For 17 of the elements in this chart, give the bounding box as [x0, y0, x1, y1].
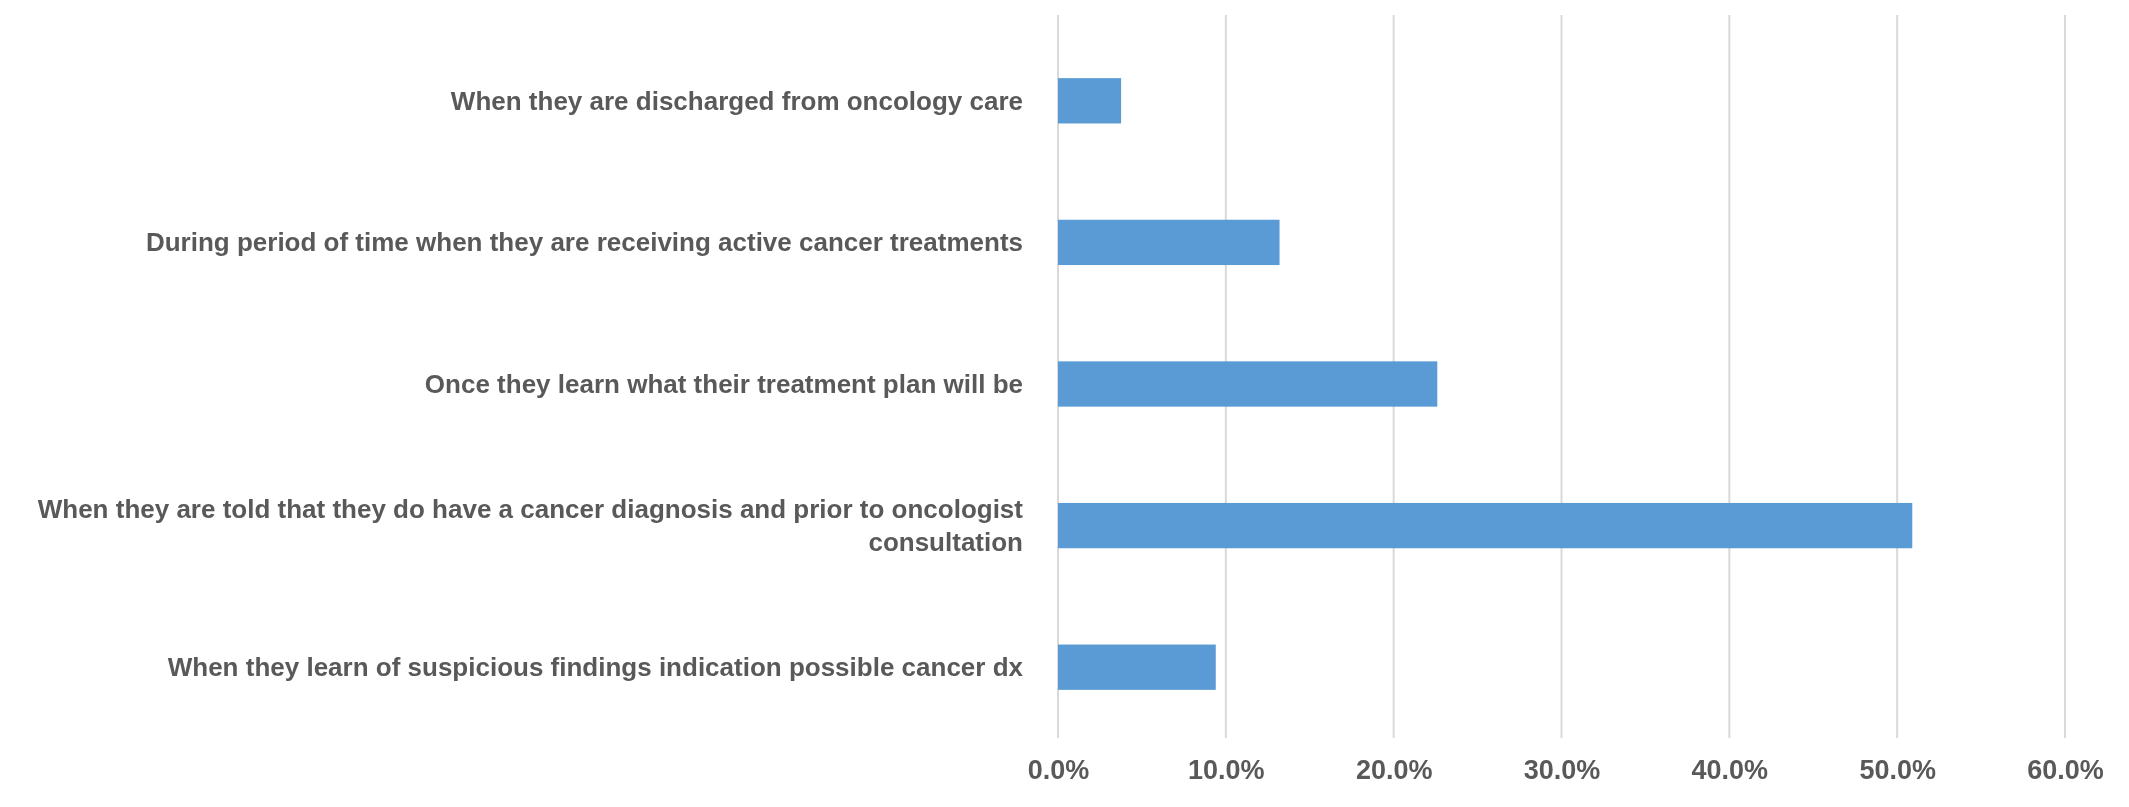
y-tick-label: During period of time when they are receiving active cancer treatments: [145, 227, 1023, 258]
bar: [1058, 361, 1438, 407]
y-tick-label: When they learn of suspicious findings indication possible cancer dx: [167, 652, 1024, 683]
x-tick-label: 10.0%: [1188, 755, 1265, 786]
bar: [1058, 219, 1280, 266]
x-tick-label: 0.0%: [1027, 755, 1090, 786]
bar: [1058, 502, 1913, 549]
x-tick-label: 40.0%: [1691, 755, 1769, 786]
x-tick-label: 60.0%: [2027, 755, 2104, 786]
y-tick-label: Once they learn what their treatment plan will be: [424, 369, 1023, 399]
x-tick-label: 50.0%: [1859, 755, 1936, 786]
bar: [1058, 78, 1122, 124]
x-tick-label: 30.0%: [1523, 755, 1601, 786]
x-tick-label: 20.0%: [1355, 755, 1433, 786]
bar: [1058, 644, 1216, 690]
y-tick-label: When they are discharged from oncology care: [450, 85, 1023, 116]
y-tick-label: When they are told that they do have a cancer diagnosis and prior to oncologist consultation: [37, 494, 1024, 558]
